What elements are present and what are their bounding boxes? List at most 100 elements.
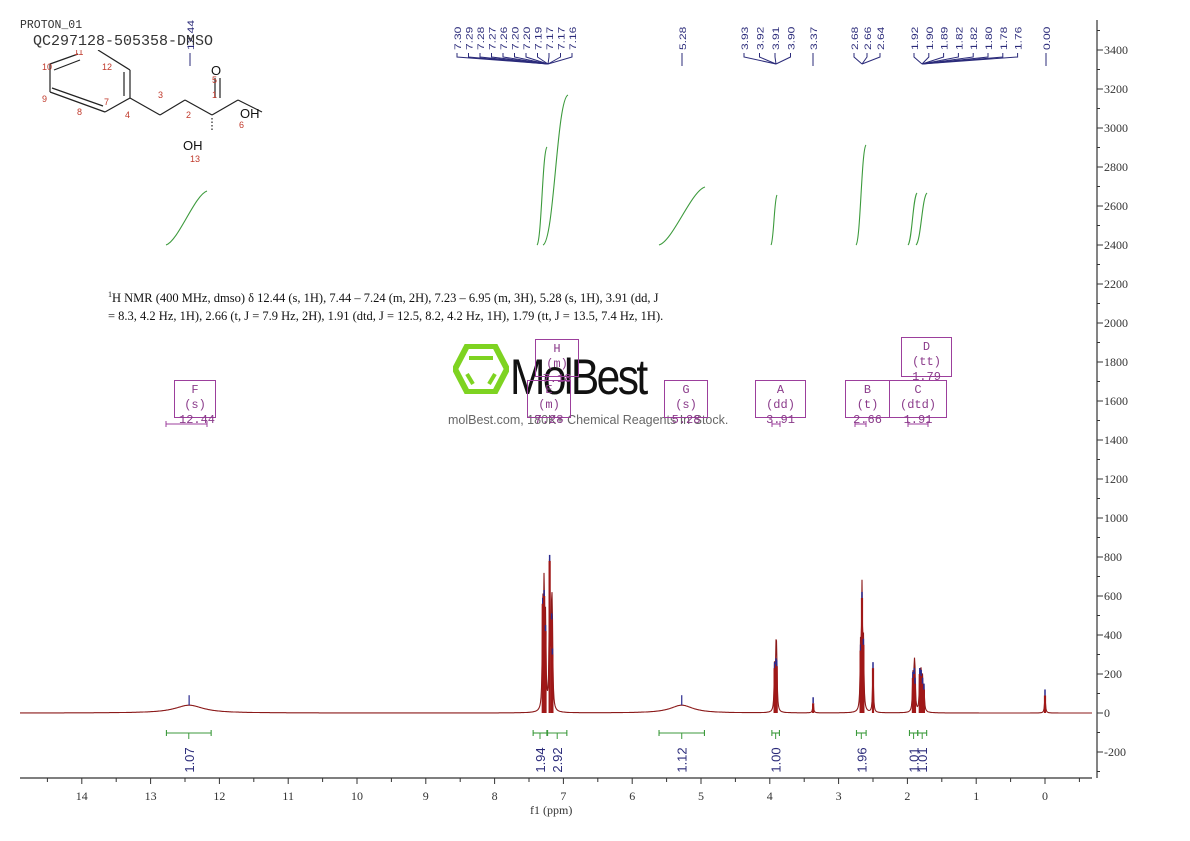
svg-text:7: 7 [560, 789, 566, 803]
svg-text:3.91: 3.91 [771, 27, 781, 50]
svg-text:3.90: 3.90 [787, 27, 797, 50]
svg-text:3200: 3200 [1104, 82, 1128, 96]
multiplet-box-F: F (s) 12.44 [174, 380, 216, 427]
svg-text:7.26: 7.26 [499, 27, 509, 50]
multiplet-box-D: D (tt) 1.79 [901, 337, 952, 384]
svg-text:0: 0 [1042, 789, 1048, 803]
svg-text:1.78: 1.78 [999, 27, 1009, 50]
svg-text:7.17: 7.17 [557, 27, 567, 50]
svg-text:1.92: 1.92 [910, 27, 920, 50]
svg-text:5.28: 5.28 [678, 27, 688, 50]
svg-text:1200: 1200 [1104, 472, 1128, 486]
svg-text:11: 11 [74, 50, 83, 57]
multiplet-box-G: G (s) 5.28 [664, 380, 708, 427]
svg-text:OH: OH [240, 106, 260, 121]
multiplet-box-B: B (t) 2.66 [845, 380, 890, 427]
watermark-tagline: molBest.com, 180K+ Chemical Reagents In … [448, 413, 729, 427]
svg-text:2: 2 [904, 789, 910, 803]
svg-text:8: 8 [77, 107, 82, 117]
svg-text:2400: 2400 [1104, 238, 1128, 252]
svg-text:2.64: 2.64 [876, 27, 886, 50]
svg-text:3.37: 3.37 [809, 27, 819, 50]
svg-text:6: 6 [239, 120, 244, 130]
svg-text:7.27: 7.27 [488, 27, 498, 50]
svg-text:9: 9 [423, 789, 429, 803]
svg-text:1.01: 1.01 [915, 747, 930, 772]
svg-text:200: 200 [1104, 667, 1122, 681]
svg-text:6: 6 [629, 789, 635, 803]
svg-text:7: 7 [104, 97, 109, 107]
svg-text:-200: -200 [1104, 745, 1126, 759]
svg-text:7.20: 7.20 [511, 27, 521, 50]
svg-text:2600: 2600 [1104, 199, 1128, 213]
svg-text:7.19: 7.19 [534, 27, 544, 50]
multiplet-box-C: C (dtd) 1.91 [889, 380, 947, 427]
svg-text:1.82: 1.82 [955, 27, 965, 50]
svg-text:1.12: 1.12 [675, 747, 690, 772]
svg-text:2: 2 [186, 110, 191, 120]
svg-text:13: 13 [190, 154, 200, 164]
nmr-description: 1H NMR (400 MHz, dmso) δ 12.44 (s, 1H), … [108, 290, 664, 324]
svg-text:3.93: 3.93 [740, 27, 750, 50]
svg-text:4: 4 [125, 110, 130, 120]
svg-text:1400: 1400 [1104, 433, 1128, 447]
svg-text:0: 0 [1104, 706, 1110, 720]
svg-text:10: 10 [42, 62, 52, 72]
svg-text:14: 14 [76, 789, 88, 803]
svg-text:1.96: 1.96 [854, 747, 869, 772]
svg-text:1600: 1600 [1104, 394, 1128, 408]
svg-text:400: 400 [1104, 628, 1122, 642]
svg-text:4: 4 [767, 789, 773, 803]
svg-text:11: 11 [282, 789, 294, 803]
svg-text:10: 10 [351, 789, 363, 803]
svg-text:1.76: 1.76 [1014, 27, 1024, 50]
svg-text:1.01: 1.01 [907, 747, 922, 772]
svg-text:3400: 3400 [1104, 43, 1128, 57]
svg-text:O: O [211, 63, 221, 78]
svg-text:1000: 1000 [1104, 511, 1128, 525]
svg-text:2000: 2000 [1104, 316, 1128, 330]
experiment-label: PROTON_01 [20, 19, 83, 32]
multiplet-box-E: E (m) 7.28 [527, 380, 571, 427]
svg-text:5: 5 [212, 75, 217, 85]
svg-text:OH: OH [183, 138, 203, 153]
svg-text:7.30: 7.30 [453, 27, 463, 50]
svg-text:800: 800 [1104, 550, 1122, 564]
svg-text:0.00: 0.00 [1042, 27, 1052, 50]
svg-text:3: 3 [158, 90, 163, 100]
svg-text:7.17: 7.17 [545, 27, 555, 50]
svg-text:1.82: 1.82 [970, 27, 980, 50]
svg-text:12.44: 12.44 [186, 20, 196, 50]
multiplet-box-H: H (m) 7.18 [535, 339, 579, 386]
svg-text:12: 12 [102, 62, 112, 72]
svg-text:1800: 1800 [1104, 355, 1128, 369]
svg-text:1: 1 [212, 90, 217, 100]
svg-text:1.07: 1.07 [182, 747, 197, 772]
sample-name: QC297128-505358-DMSO [33, 33, 214, 50]
svg-text:7.20: 7.20 [522, 27, 532, 50]
svg-text:7.16: 7.16 [568, 27, 578, 50]
svg-text:2800: 2800 [1104, 160, 1128, 174]
svg-text:2.68: 2.68 [850, 27, 860, 50]
molbest-logo-icon [453, 344, 509, 394]
svg-text:2200: 2200 [1104, 277, 1128, 291]
multiplet-box-A: A (dd) 3.91 [755, 380, 806, 427]
svg-text:2.66: 2.66 [863, 27, 873, 50]
svg-text:3.92: 3.92 [756, 27, 766, 50]
svg-text:600: 600 [1104, 589, 1122, 603]
svg-text:1.94: 1.94 [533, 747, 548, 772]
svg-text:7.29: 7.29 [465, 27, 475, 50]
svg-text:1.90: 1.90 [925, 27, 935, 50]
svg-text:9: 9 [42, 94, 47, 104]
svg-text:7.28: 7.28 [476, 27, 486, 50]
svg-text:13: 13 [145, 789, 157, 803]
x-axis-label: f1 (ppm) [530, 803, 573, 817]
svg-text:3000: 3000 [1104, 121, 1128, 135]
svg-text:2.92: 2.92 [550, 747, 565, 772]
svg-text:1.89: 1.89 [940, 27, 950, 50]
svg-text:1.80: 1.80 [984, 27, 994, 50]
molecule-structure: 11 12 10 9 8 7 4 3 2 5 1 6 13 O OH OH [42, 50, 263, 164]
watermark-logo: MolBest [510, 349, 648, 405]
svg-text:1.00: 1.00 [769, 747, 784, 772]
